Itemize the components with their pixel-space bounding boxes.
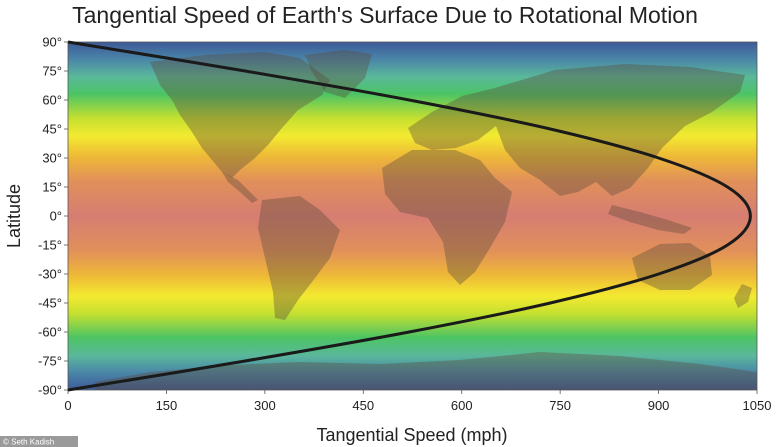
x-tick-label: 450 [352, 398, 374, 413]
y-tick-label: 75° [42, 64, 62, 79]
asia [495, 64, 745, 196]
africa [382, 150, 512, 285]
x-tick-label: 1050 [743, 398, 772, 413]
x-tick-label: 300 [254, 398, 276, 413]
chart-title: Tangential Speed of Earth's Surface Due … [72, 2, 698, 28]
world-map [95, 50, 757, 390]
x-tick-label: 150 [156, 398, 178, 413]
y-tick-label: -30° [38, 267, 62, 282]
central-america [222, 172, 258, 203]
y-tick-label: -75° [38, 354, 62, 369]
x-tick-label: 0 [64, 398, 71, 413]
australia [632, 243, 712, 290]
y-tick-label: -90° [38, 383, 62, 398]
new-zealand [734, 284, 752, 308]
x-tick-label: 900 [648, 398, 670, 413]
x-axis-label: Tangential Speed (mph) [316, 425, 507, 445]
y-tick-label: -45° [38, 296, 62, 311]
south-america [258, 196, 340, 320]
y-axis: 90° 75° 60° 45° 30° 15° 0° -15° -30° -45° -60° -75°… [38, 35, 68, 398]
y-tick-label: 30° [42, 151, 62, 166]
antarctica [95, 352, 757, 390]
greenland [305, 50, 372, 98]
y-tick-label: 0° [50, 209, 62, 224]
indonesia [608, 205, 692, 234]
x-tick-label: 750 [549, 398, 571, 413]
y-tick-label: -60° [38, 325, 62, 340]
y-tick-label: 15° [42, 180, 62, 195]
y-tick-label: 90° [42, 35, 62, 50]
y-tick-label: -15° [38, 238, 62, 253]
y-axis-label: Latitude [4, 184, 24, 248]
europe [408, 88, 505, 150]
x-tick-label: 600 [451, 398, 473, 413]
x-axis: 0 150 300 450 600 750 900 1050 [64, 390, 771, 413]
speed-curve [67, 40, 752, 392]
credit-text: © Seth Kadish [3, 438, 54, 447]
credit-bar [0, 436, 78, 447]
north-america [150, 52, 330, 178]
y-tick-label: 45° [42, 122, 62, 137]
y-tick-label: 60° [42, 93, 62, 108]
